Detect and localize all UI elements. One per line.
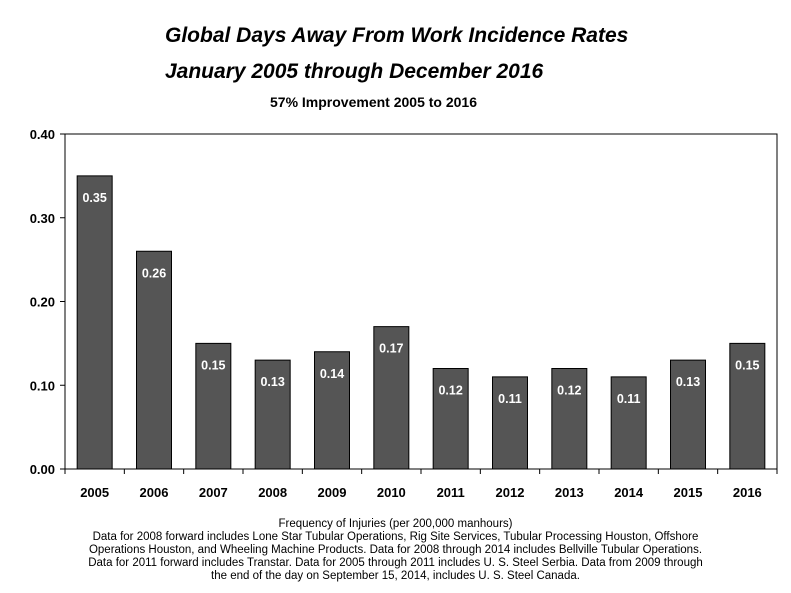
y-tick-label: 0.10 <box>30 378 55 393</box>
data-label-2007: 0.15 <box>201 358 225 372</box>
bar-2006 <box>136 250 172 470</box>
bar-2015 <box>670 359 706 470</box>
data-label-2010: 0.17 <box>379 342 403 356</box>
data-label-2005: 0.35 <box>82 191 106 205</box>
footnote-line-2: Data for 2008 forward includes Lone Star… <box>92 531 699 543</box>
data-label-2013: 0.12 <box>557 384 581 398</box>
data-label-2008: 0.13 <box>260 375 284 389</box>
x-tick-label-2008: 2008 <box>258 485 287 500</box>
data-label-2012: 0.11 <box>498 392 522 406</box>
data-label-2015: 0.13 <box>676 375 700 389</box>
x-tick-label-2005: 2005 <box>80 485 109 500</box>
x-tick-label-2014: 2014 <box>614 485 644 500</box>
bar-2013 <box>551 368 588 470</box>
bar-2010 <box>373 326 410 470</box>
bar-2012 <box>492 376 528 470</box>
data-label-2016: 0.15 <box>735 358 759 372</box>
data-label-2006: 0.26 <box>142 266 166 280</box>
footnote-line-3: Operations Houston, and Wheeling Machine… <box>88 544 703 556</box>
bar-2016 <box>729 342 766 470</box>
x-tick-label-2012: 2012 <box>496 485 525 500</box>
bar-2008 <box>254 359 291 470</box>
bar-chart: 0.00 0.10 0.20 0.30 0.40 0.35 2005 0.26 2006 0.15… <box>30 127 778 500</box>
x-tick-label-2007: 2007 <box>199 485 228 500</box>
bar-2014 <box>610 376 647 470</box>
bar-2011 <box>432 368 469 470</box>
x-tick-label-2016: 2016 <box>733 485 762 500</box>
data-label-2009: 0.14 <box>320 367 344 381</box>
chart-subtitle: 57% Improvement 2005 to 2016 <box>270 94 477 110</box>
y-tick-label: 0.20 <box>30 295 55 310</box>
y-tick-label: 0.30 <box>30 211 55 226</box>
footnote-line-1: Frequency of Injuries (per 200,000 manho… <box>278 518 513 530</box>
bar-2005 <box>76 175 113 470</box>
y-tick-label: 0.00 <box>30 462 55 477</box>
x-tick-label-2006: 2006 <box>140 485 169 500</box>
y-tick-label: 0.40 <box>30 127 55 142</box>
x-tick-label-2009: 2009 <box>318 485 347 500</box>
data-label-2014: 0.11 <box>617 392 641 406</box>
bar-2007 <box>195 342 232 470</box>
footnote: Frequency of Injuries (per 200,000 manho… <box>0 518 791 583</box>
chart-title: Global Days Away From Work Incidence Rat… <box>165 24 629 47</box>
x-tick-label-2010: 2010 <box>377 485 406 500</box>
footnote-line-5: the end of the day on September 15, 2014… <box>211 570 580 582</box>
footnote-line-4: Data for 2011 forward includes Transtar.… <box>88 557 703 569</box>
x-tick-label-2011: 2011 <box>437 485 465 500</box>
chart-title-line2: January 2005 through December 2016 <box>165 60 544 83</box>
x-tick-label-2015: 2015 <box>674 485 703 500</box>
bar-2009 <box>314 351 350 470</box>
x-tick-label-2013: 2013 <box>555 485 584 500</box>
data-label-2011: 0.12 <box>438 384 462 398</box>
plot-area: 0.00 0.10 0.20 0.30 0.40 0.35 2005 0.26 2006 0.15… <box>30 127 778 500</box>
